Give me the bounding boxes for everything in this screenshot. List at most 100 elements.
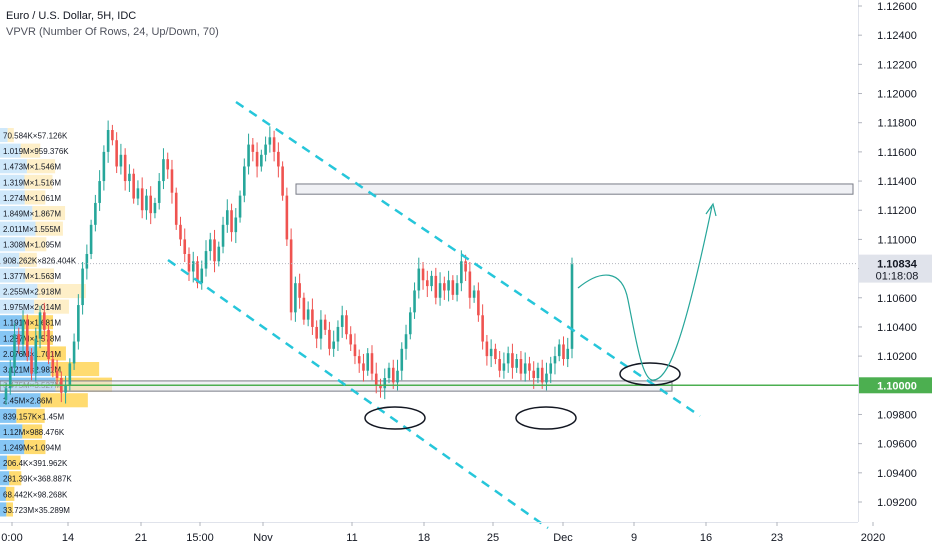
candle-body [72,341,76,364]
candle [132,168,135,204]
indicator-title[interactable]: VPVR (Number Of Rows, 24, Up/Down, 70) [6,26,219,38]
candle-body [430,275,433,287]
vp-down-bar [24,440,46,455]
vp-up-bar [0,268,26,283]
candle [13,323,16,376]
candle [447,270,450,302]
candle-body [528,363,531,371]
candle [391,359,395,389]
vp-up-bar [0,471,10,486]
candle-body [285,195,289,240]
vp-row-label: 1.849M×1.867M [3,210,61,219]
vp-row-label: 1.249M×1.094M [3,444,61,453]
candle-body [55,370,59,378]
symbol-title[interactable]: Euro / U.S. Dollar, 5H, IDC [6,10,137,22]
candle-body [183,239,187,254]
candle-body [451,280,455,295]
vp-down-bar [19,252,37,267]
vp-down-bar [34,299,69,314]
vp-up-bar [0,393,41,408]
price-tick-label: 1.09400 [877,468,917,480]
candle-body [332,341,335,349]
candle [187,247,191,281]
candle [302,292,306,325]
candle-body [81,268,84,306]
candle-body [119,154,123,167]
last-price-label-bg [859,254,932,283]
vp-row-label: 1.975M×2.014M [3,303,61,312]
candle [106,120,110,163]
vp-up-bar [0,455,8,470]
vp-down-bar [9,471,22,486]
vp-up-bar [0,502,7,517]
candle-body [21,319,25,345]
candle [30,348,33,381]
level-price-label: 1.10000 [859,377,932,394]
vp-row-label: 839.157K×1.45M [3,412,64,421]
candle-body [94,202,97,225]
time-tick-label: 25 [487,532,499,544]
candle-body [502,363,506,371]
time-tick-label: 15:00 [186,532,214,544]
candle [64,375,67,404]
vp-row-label: 1.274M×1.061M [3,194,61,203]
vp-row-label: 1.473M×1.546M [3,163,61,172]
ellipse-projected-low [619,362,681,386]
time-tick-label: 21 [135,532,147,544]
candle-body [443,283,446,291]
candle [413,282,416,319]
time-tick-label: 9 [631,532,637,544]
candle [72,333,76,370]
candle-body [481,315,484,342]
candle-body [38,312,42,339]
candle [464,254,467,281]
candle-body [264,144,267,155]
candle-body [221,224,225,247]
candle [502,352,506,379]
candle [221,216,225,254]
candle-body [102,151,106,182]
candle-body [298,283,301,298]
candle-body [98,181,101,203]
candle-body [557,344,561,357]
candle-body [238,195,242,218]
price-tick-label: 1.09800 [877,409,917,421]
vp-row-label: 1.287M×1.578M [3,334,61,343]
candle [111,124,114,146]
candle-body [498,359,501,371]
candle-body [68,363,72,386]
candle [451,275,455,300]
candle-body [519,359,523,374]
candle-body [400,348,404,371]
candle-body [387,367,391,378]
candle [506,346,510,373]
candle-body [545,373,548,383]
vp-down-bar [16,408,45,423]
candle-body [230,210,233,233]
vp-row-label: 1.308M×1.095M [3,241,61,250]
candle-body [106,130,110,152]
vp-down-bar [37,284,86,299]
candle [255,142,259,178]
candle [460,250,463,292]
vp-down-bar [5,486,15,501]
candle-body [438,283,442,298]
candle [528,356,531,381]
vp-down-bar [25,268,54,283]
candle [472,285,476,303]
candle-body [408,312,412,335]
candle [77,294,80,350]
candle-body [311,309,314,327]
vp-up-bar [0,252,20,267]
candle [455,275,459,302]
candle-body [196,261,199,284]
candle-body [268,137,272,145]
candle-body [251,144,255,152]
candle [562,336,565,366]
candle [213,229,216,273]
candle-body [374,373,378,386]
candle-body [89,224,93,254]
candle [311,298,314,335]
